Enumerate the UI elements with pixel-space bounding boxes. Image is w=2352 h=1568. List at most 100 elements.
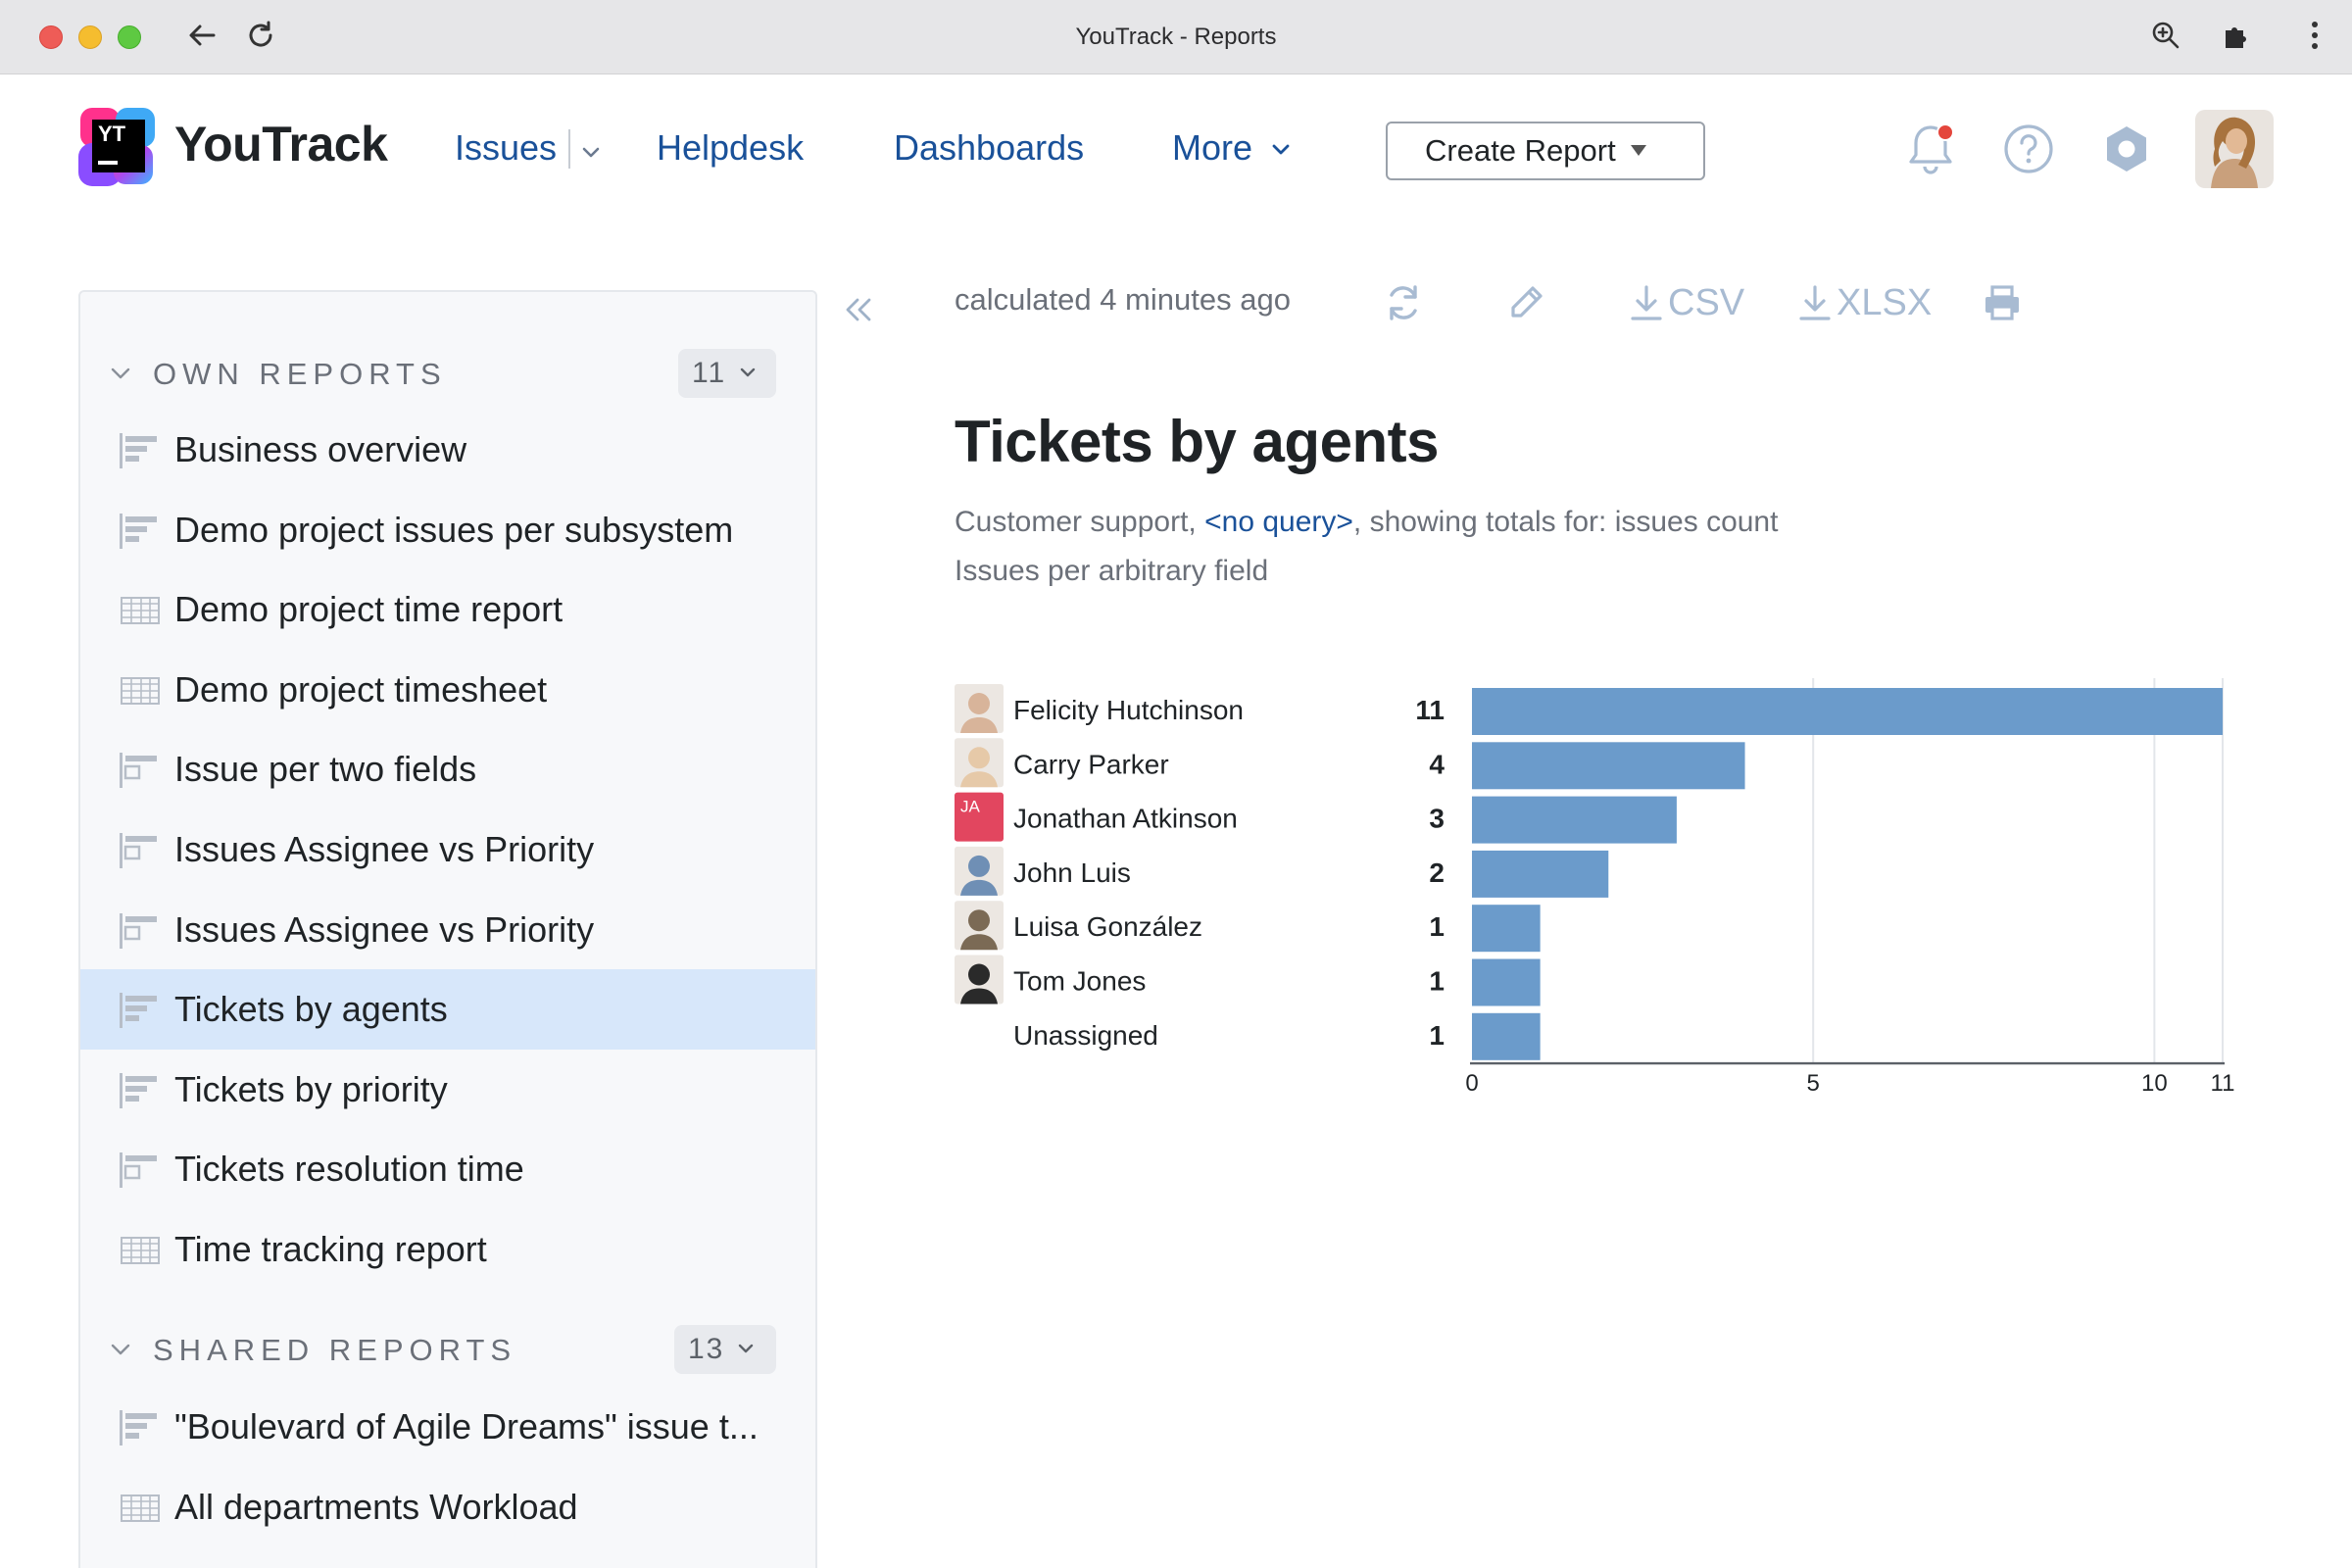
double-chevron-left-icon — [841, 295, 876, 329]
help-button[interactable] — [1995, 118, 2062, 184]
nav-helpdesk[interactable]: Helpdesk — [657, 127, 805, 168]
close-window-button[interactable] — [39, 25, 63, 49]
report-item-time-tracking-report[interactable]: Time tracking report — [80, 1209, 815, 1290]
matrix-report-icon — [120, 912, 163, 949]
report-item-label: Time tracking report — [174, 1229, 487, 1269]
logo-text[interactable]: YouTrack — [174, 117, 388, 172]
shared-reports-count[interactable]: 13 — [674, 1325, 776, 1374]
chart-category-label: John Luis — [1013, 858, 1131, 888]
own-reports-count[interactable]: 11 — [678, 349, 776, 398]
chart-bar — [1472, 796, 1677, 844]
create-report-button[interactable]: Create Report — [1386, 122, 1705, 180]
shared-reports-header[interactable]: SHARED REPORTS 13 — [80, 1319, 815, 1378]
own-reports-header[interactable]: OWN REPORTS 11 — [80, 343, 815, 402]
export-xlsx-button[interactable]: XLSX — [1797, 278, 1932, 327]
report-title: Tickets by agents — [955, 409, 1439, 474]
report-item-label: Demo project time report — [174, 589, 564, 630]
agent-avatar-face — [968, 909, 990, 932]
table-report-icon — [120, 1233, 163, 1268]
report-item-tickets-by-agents[interactable]: Tickets by agents — [80, 969, 815, 1051]
chart-value-label: 1 — [1429, 911, 1445, 942]
browser-menu-button[interactable] — [2295, 18, 2334, 57]
chart-category-label: Tom Jones — [1013, 966, 1146, 997]
chevron-down-icon — [1270, 127, 1292, 168]
report-item-demo-project-timesheet[interactable]: Demo project timesheet — [80, 650, 815, 730]
report-item-business-overview[interactable]: Business overview — [80, 410, 815, 490]
nav-issues[interactable]: Issues — [455, 127, 558, 168]
report-totals: , showing totals for: issues count — [1352, 506, 1779, 538]
report-item-tickets-by-priority[interactable]: Tickets by priority — [80, 1050, 815, 1130]
agent-avatar-face — [968, 855, 990, 877]
agent-avatar-body — [960, 771, 998, 788]
export-xlsx-label: XLSX — [1837, 281, 1933, 323]
report-item-all-departments-workload[interactable]: All departments Workload — [80, 1467, 815, 1547]
bar-report-icon — [120, 433, 163, 468]
reload-button[interactable] — [241, 18, 280, 57]
agent-avatar-body — [960, 988, 998, 1004]
chart-bar — [1472, 742, 1745, 790]
chart-value-label: 1 — [1429, 1020, 1445, 1051]
reports-sidebar: OWN REPORTS 11 Business overview Demo pro… — [78, 290, 817, 1568]
app-header: YT YouTrack Issues Helpdesk Dashboards M… — [0, 74, 2352, 221]
chevron-down-icon — [110, 363, 131, 389]
issues-dropdown-button[interactable] — [580, 141, 602, 168]
shared-reports-title: SHARED REPORTS — [153, 1333, 517, 1367]
minimize-window-button[interactable] — [78, 25, 102, 49]
report-item-issues-assignee-vs-priority[interactable]: Issues Assignee vs Priority — [80, 890, 815, 970]
recalculate-button[interactable] — [1382, 278, 1425, 327]
maximize-window-button[interactable] — [118, 25, 141, 49]
chevron-down-icon — [724, 1333, 756, 1366]
youtrack-logo[interactable]: YT — [76, 106, 159, 188]
chart-value-label: 3 — [1429, 804, 1445, 834]
arrow-left-icon — [186, 20, 218, 56]
report-type: Issues per arbitrary field — [955, 555, 1269, 587]
matrix-report-icon — [120, 1152, 163, 1189]
bar-report-icon — [120, 1072, 163, 1108]
own-reports-title: OWN REPORTS — [153, 357, 447, 391]
report-item-label: Tickets by agents — [174, 989, 448, 1030]
export-csv-button[interactable]: CSV — [1629, 278, 1744, 327]
nav-dashboards[interactable]: Dashboards — [894, 127, 1085, 168]
pencil-icon — [1505, 282, 1546, 323]
user-avatar[interactable] — [2195, 110, 2274, 188]
download-icon — [1629, 283, 1664, 322]
print-button[interactable] — [1982, 278, 2023, 327]
report-query-link[interactable]: <no query> — [1204, 506, 1353, 538]
back-button[interactable] — [182, 18, 221, 57]
collapse-sidebar-button[interactable] — [837, 290, 880, 333]
report-item-label: Tickets by priority — [174, 1068, 448, 1109]
agent-avatar-body — [960, 717, 998, 733]
chevron-down-icon — [726, 357, 758, 390]
report-item-label: Demo project issues per subsystem — [174, 509, 734, 550]
report-item-demo-project-issues-per-subsystem[interactable]: Demo project issues per subsystem — [80, 490, 815, 570]
extensions-button[interactable] — [2217, 18, 2256, 57]
matrix-report-icon — [120, 833, 163, 868]
report-item-label: "Boulevard of Agile Dreams" issue t... — [174, 1406, 759, 1446]
more-vertical-icon — [2310, 20, 2320, 56]
chart-value-label: 1 — [1429, 966, 1445, 997]
shared-reports-count-value: 13 — [688, 1333, 725, 1365]
chart-tick-label: 11 — [2211, 1070, 2235, 1097]
bar-report-icon — [120, 993, 163, 1029]
gear-icon — [2101, 123, 2152, 179]
settings-button[interactable] — [2093, 118, 2160, 184]
report-item-demo-project-time-report[interactable]: Demo project time report — [80, 569, 815, 650]
chart-tick-label: 0 — [1465, 1070, 1478, 1097]
bar-report-icon — [120, 513, 163, 549]
report-item-tickets-resolution-time[interactable]: Tickets resolution time — [80, 1129, 815, 1209]
report-item-issue-per-two-fields[interactable]: Issue per two fields — [80, 729, 815, 809]
chart-category-label: Jonathan Atkinson — [1013, 804, 1238, 834]
chevron-down-icon — [110, 1339, 131, 1365]
window-titlebar: YouTrack - Reports — [0, 0, 2352, 74]
chart-bar — [1472, 958, 1541, 1006]
zoom-button[interactable] — [2146, 18, 2185, 57]
edit-report-button[interactable] — [1505, 278, 1546, 327]
report-item-issues-assignee-vs-priority[interactable]: Issues Assignee vs Priority — [80, 809, 815, 890]
notifications-button[interactable] — [1897, 118, 1964, 184]
chart-value-label: 4 — [1429, 749, 1445, 779]
nav-more[interactable]: More — [1172, 127, 1292, 169]
report-item-label: Tickets resolution time — [174, 1149, 524, 1190]
report-item-boulevard-of-agile-dreams-issue-t[interactable]: "Boulevard of Agile Dreams" issue t... — [80, 1387, 815, 1467]
own-reports-count-value: 11 — [692, 357, 727, 389]
logo-badge: YT — [98, 122, 126, 146]
